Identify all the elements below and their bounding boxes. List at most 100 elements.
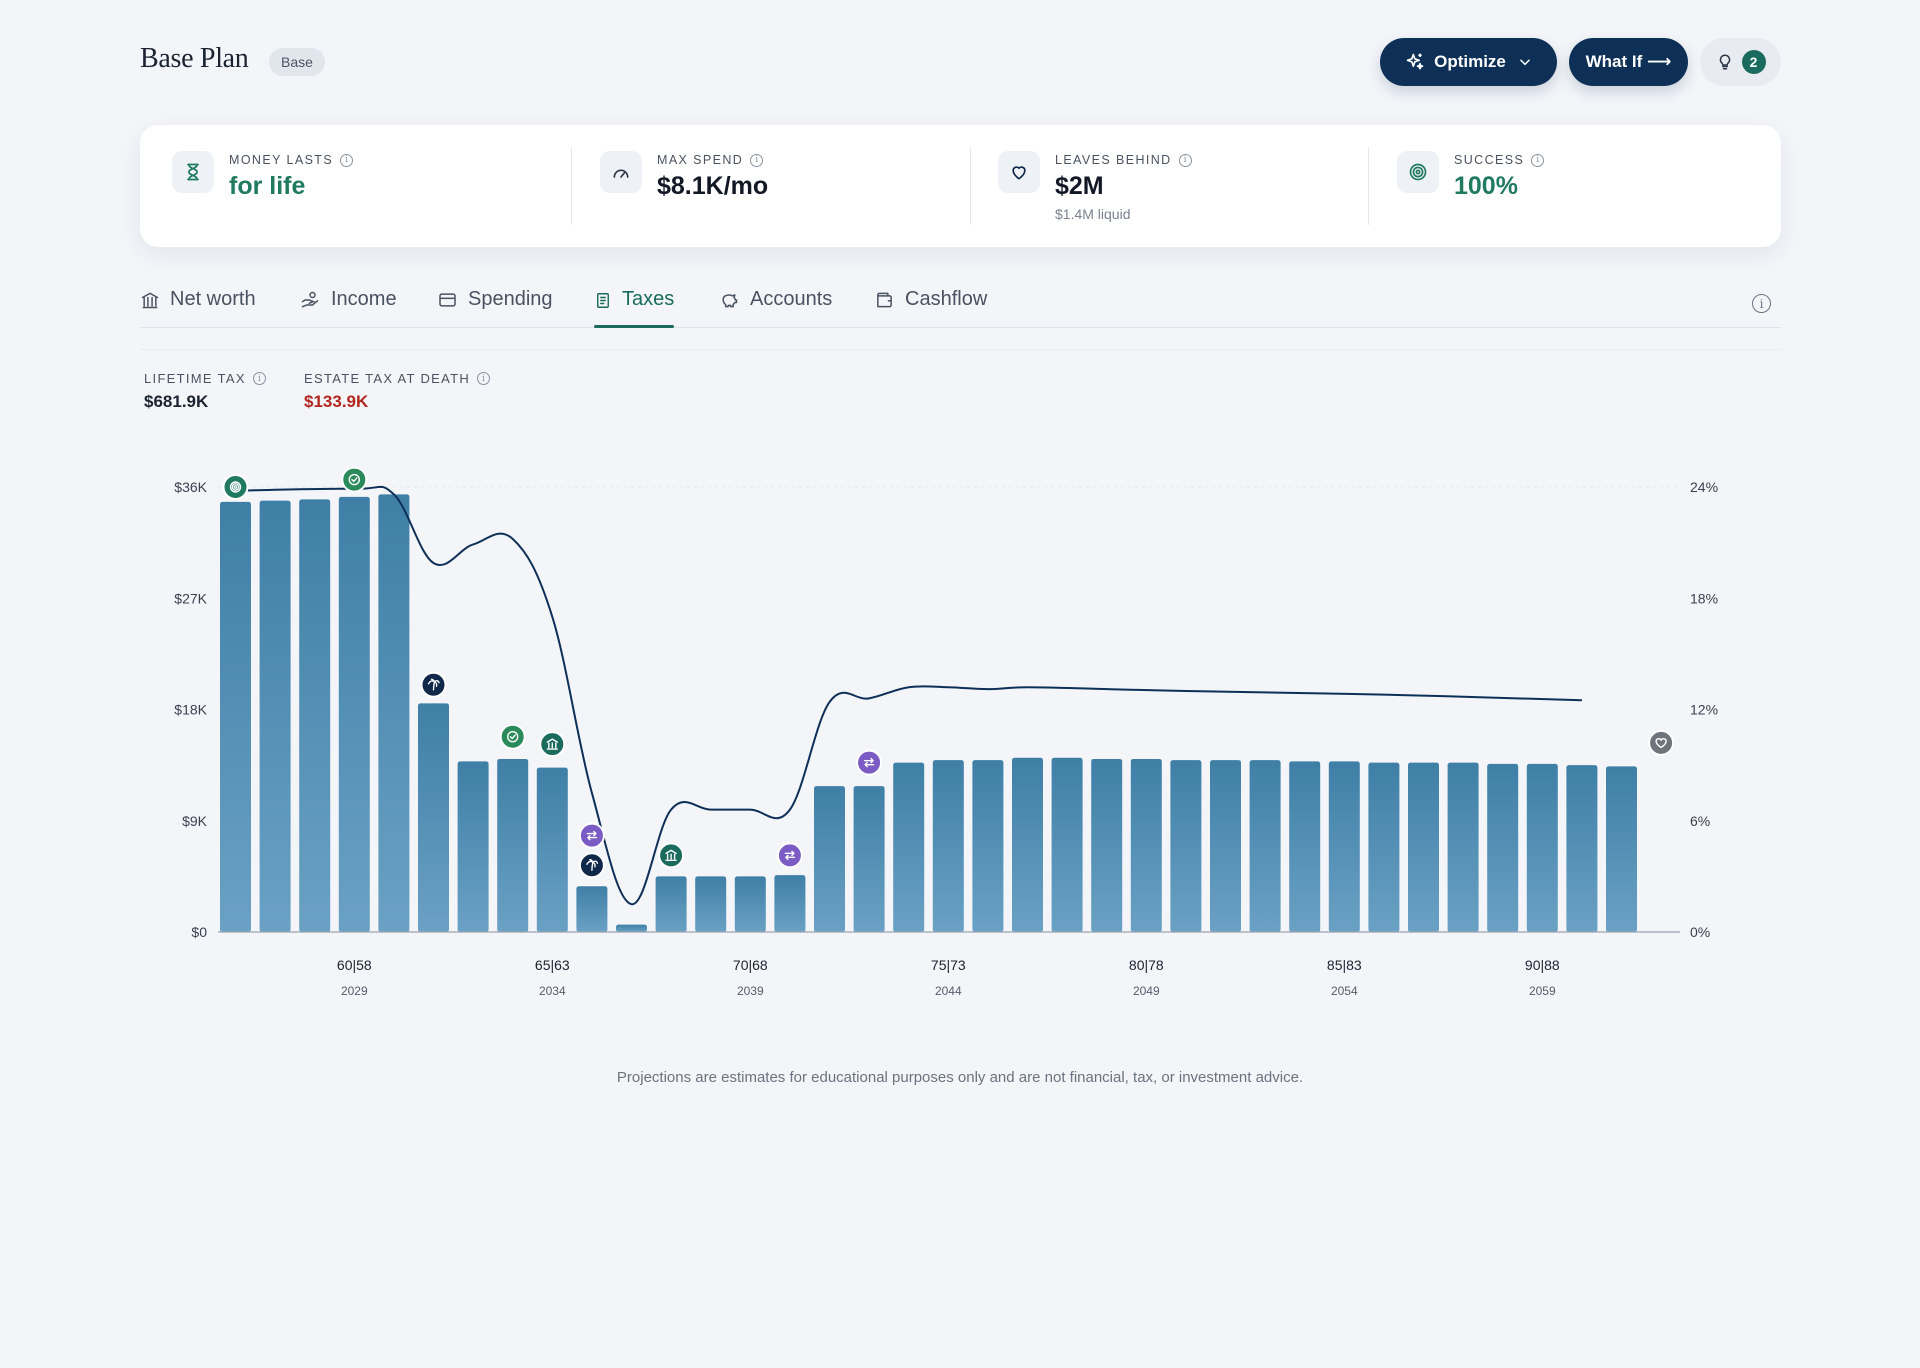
lifetime-tax-stat: LIFETIME TAX i $681.9K [144,371,266,412]
tab-taxes[interactable]: Taxes [594,288,675,328]
x-tick-year-label: 2029 [341,984,368,998]
x-tick-year-label: 2044 [935,984,962,998]
tab-label: Net worth [170,288,256,310]
check-event-icon[interactable] [341,466,368,493]
info-icon[interactable]: i [340,153,354,167]
tab-cashflow[interactable]: Cashflow [874,288,987,328]
tax-bar [1289,761,1321,932]
tax-bar [616,924,647,932]
y-left-tick-label: $27K [174,590,207,606]
optimize-button[interactable]: Optimize [1380,38,1557,86]
transfer-event-icon[interactable] [856,749,883,776]
palm-event-icon[interactable] [420,671,447,698]
what-if-label: What If ⟶ [1585,52,1672,71]
disclaimer: Projections are estimates for educationa… [616,1069,1304,1086]
metric-label: MONEY LASTS [229,153,334,167]
y-right-tick-label: 24% [1690,479,1718,495]
metric-value: $8.1K/mo [657,172,769,200]
tab-net-worth[interactable]: Net worth [140,288,256,328]
tax-bar [1130,758,1162,932]
info-icon[interactable]: i [750,153,764,167]
page-header: Base Plan Base Optimize What If ⟶ 2 [140,38,1781,88]
tax-bar [418,703,449,932]
hand-coins-icon [301,291,319,308]
ideas-button[interactable]: 2 [1700,38,1781,86]
tax-bar [734,876,766,932]
tab-label: Taxes [622,288,675,310]
y-left-tick-label: $36K [174,479,207,495]
tax-bar [1487,763,1519,932]
transfer-event-icon[interactable] [578,822,605,849]
x-tick-year-label: 2049 [1133,984,1160,998]
section-divider [140,349,1781,350]
ideas-count-badge: 2 [1741,50,1766,74]
y-right-tick-label: 18% [1690,590,1718,606]
y-left-tick-label: $0 [191,924,207,940]
info-icon[interactable]: i [1531,153,1545,167]
sparkles-icon [1405,52,1425,72]
tax-bar [774,875,806,932]
transfer-event-icon[interactable] [776,842,803,869]
lifetime-tax-label: LIFETIME TAX [144,371,246,386]
y-right-tick-label: 12% [1690,702,1718,718]
x-tick-year-label: 2039 [737,984,764,998]
hourglass-icon [172,151,214,193]
tax-bar [299,499,331,932]
tab-spending[interactable]: Spending [437,288,553,328]
tab-label: Spending [468,288,553,310]
tax-bar [457,761,489,932]
check-event-icon[interactable] [499,723,526,750]
bank-event-icon[interactable] [658,842,685,869]
lightbulb-icon [1716,52,1734,72]
metric-value: for life [229,172,306,200]
estate-tax-label: ESTATE TAX AT DEATH [304,371,471,386]
heart-event-icon[interactable] [1648,729,1675,756]
tax-bar [655,876,687,932]
y-right-tick-label: 0% [1690,924,1710,940]
tab-label: Cashflow [905,288,988,310]
tax-bar [893,762,925,932]
metric-sub: $1.4M liquid [1055,206,1131,222]
wallet-icon [877,292,892,308]
tax-bar [536,767,568,932]
plan-summary-card: MONEY LASTS i for life MAX SPEND i $8.1K/m… [140,125,1781,247]
tax-bar [814,786,845,932]
info-icon[interactable]: i [252,372,266,385]
x-tick-age-label: 90|88 [1525,957,1560,973]
metric-label: LEAVES BEHIND [1055,153,1172,167]
target-event-icon[interactable] [222,474,249,500]
metric-label: SUCCESS [1454,153,1525,167]
tab-income[interactable]: Income [299,288,397,328]
tax-bar [497,758,529,932]
y-left-tick-label: $18K [174,702,207,718]
tab-accounts[interactable]: Accounts [718,288,832,328]
heart-icon [998,151,1040,193]
x-tick-year-label: 2059 [1529,984,1556,998]
palm-event-icon[interactable] [578,852,605,879]
tax-bar [378,494,410,932]
info-icon[interactable]: i [477,372,491,385]
info-icon[interactable]: i [1752,294,1771,313]
tax-bar [338,496,370,932]
lifetime-tax-value: $681.9K [144,392,209,411]
gauge-icon [600,151,642,193]
x-tick-age-label: 75|73 [931,957,966,973]
tax-bar [853,786,885,932]
target-icon [1397,151,1439,193]
metric-label: MAX SPEND [657,153,744,167]
info-icon[interactable]: i [1178,153,1192,167]
bank-event-icon[interactable] [539,731,566,758]
tax-bar [259,500,291,932]
what-if-button[interactable]: What If ⟶ [1569,38,1688,86]
y-left-tick-label: $9K [182,813,208,829]
metric-value: 100% [1454,172,1518,200]
effective-rate-line [235,485,1582,906]
metric-divider [970,147,971,225]
credit-card-icon [439,293,456,307]
tax-bar [695,876,727,932]
x-tick-year-label: 2054 [1331,984,1358,998]
chevron-down-icon [1518,55,1532,69]
optimize-label: Optimize [1434,52,1506,71]
x-tick-age-label: 60|58 [337,957,372,973]
tax-bar [1368,762,1400,932]
